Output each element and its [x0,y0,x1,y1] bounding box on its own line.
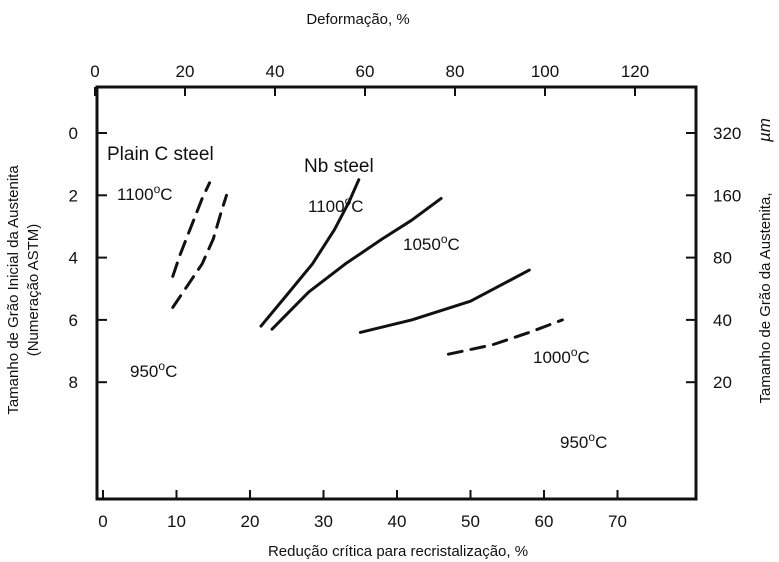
x-axis-title: Redução crítica para recristalização, % [268,543,528,560]
x-tick-label: 70 [608,512,627,531]
y2-tick-label: 320 [713,124,741,143]
label-nb-1100c: 1100oC [308,194,364,216]
y2-tick-label: 20 [713,373,732,392]
series-line-4 [270,196,443,331]
x2-tick-label: 120 [621,62,649,81]
series-line-1 [171,181,212,278]
y-axis-title-line2: (Numeração ASTM) [25,224,42,357]
series-line-6 [446,318,564,356]
x2-tick-label: 80 [446,62,465,81]
x2-tick-label: 0 [90,62,99,81]
label-nb-steel: Nb steel [304,156,374,177]
y2-tick-label: 160 [713,186,741,205]
y-tick-label: 8 [69,373,78,392]
x2-tick-label: 60 [356,62,375,81]
y-axis-title-line1: Tamanho de Grão Inicial da Austenita [5,165,22,415]
x-tick-label: 0 [98,512,107,531]
y-tick-label: 6 [69,311,78,330]
y2-axis-unit: µm [755,118,774,143]
label-plain-950c: 950oC [130,359,177,381]
x-tick-label: 50 [461,512,480,531]
label-plain-1100c: 1100oC [117,182,173,204]
x2-tick-label: 100 [531,62,559,81]
y2-tick-label: 40 [713,311,732,330]
x-tick-label: 30 [314,512,333,531]
label-nb-1000c: 1000oC [533,345,590,367]
y2-tick-label: 80 [713,249,732,268]
series-line-5 [358,268,531,334]
x-tick-label: 40 [388,512,407,531]
ticks-layer: 0 10 20 30 40 50 60 70 0 20 40 60 80 100 120 0 2 4 6 8 320 16… [69,62,742,531]
x2-tick-label: 20 [176,62,195,81]
series-line-2 [171,193,228,309]
series-line-3 [259,178,361,328]
y-tick-label: 4 [69,249,78,268]
label-nb-950c: 950oC [560,430,607,452]
x2-axis-title: Deformação, % [306,11,409,28]
label-nb-1050c: 1050oC [403,232,460,254]
y-tick-label: 2 [69,186,78,205]
x-tick-label: 60 [535,512,554,531]
x-tick-label: 10 [167,512,186,531]
series-layer [171,178,564,356]
x2-tick-label: 40 [266,62,285,81]
label-plain-c-steel: Plain C steel [107,144,214,165]
y2-axis-title: Tamanho de Grão da Austenita, [757,193,774,404]
x-tick-label: 20 [241,512,260,531]
y-tick-label: 0 [69,124,78,143]
